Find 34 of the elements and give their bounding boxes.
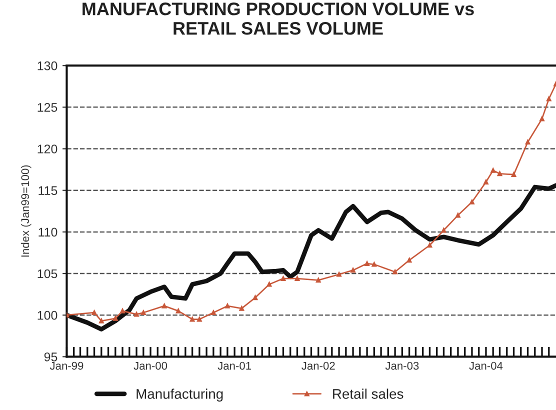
legend-label: Manufacturing — [136, 388, 223, 402]
point — [540, 116, 544, 122]
point — [190, 316, 195, 322]
point — [266, 282, 272, 287]
point — [441, 228, 446, 233]
x-tick-label: Jan-03 — [385, 362, 419, 370]
point — [546, 96, 552, 102]
point — [392, 269, 398, 274]
point — [490, 168, 496, 173]
point — [336, 272, 342, 277]
y-tick-label: 125 — [38, 102, 58, 112]
y-tick-label: 110 — [38, 228, 58, 237]
y-tick-label: 95 — [44, 352, 58, 362]
point — [372, 262, 377, 267]
x-tick-label: Jan-01 — [218, 362, 252, 370]
point — [427, 242, 432, 248]
legend-label: Retail sales — [333, 388, 404, 399]
chart-title: MANUFACTURING PRODUCTION VOLUME vs RETAIL SALES VOLUME — [82, 2, 474, 35]
x-tick-label: Jan-04 — [469, 362, 503, 370]
x-tick-label: Jan-99 — [50, 362, 84, 370]
point — [406, 258, 412, 263]
point — [197, 316, 202, 322]
y-tick-label: 130 — [38, 61, 58, 70]
point — [316, 278, 321, 283]
y-tick-label: 100 — [38, 310, 58, 320]
point — [134, 312, 139, 317]
point — [456, 212, 460, 218]
y-tick-label: 115 — [38, 186, 58, 196]
y-tick-label: 105 — [38, 269, 58, 278]
y-tick-label: 120 — [38, 144, 58, 154]
x-tick-label: Jan-00 — [134, 362, 168, 370]
point — [252, 295, 258, 300]
y-axis-title: Index (Jan99=100) — [20, 165, 32, 257]
x-tick-label: Jan-02 — [302, 362, 335, 370]
